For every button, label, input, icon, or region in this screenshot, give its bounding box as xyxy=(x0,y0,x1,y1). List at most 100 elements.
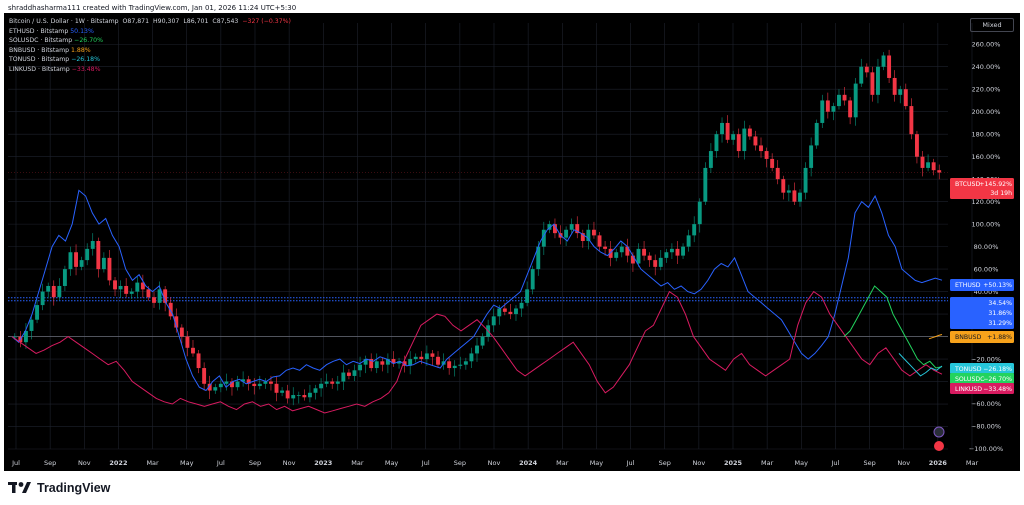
legend-low: L86,701 xyxy=(183,18,209,25)
btc-candle xyxy=(12,336,17,338)
btc-candle xyxy=(296,395,301,396)
price-label-btcusd xyxy=(950,178,1014,199)
legend-close: C87,543 xyxy=(212,18,239,25)
y-tick-label: 120.00% xyxy=(972,198,1001,206)
btc-candle xyxy=(313,388,318,393)
btc-candle xyxy=(630,255,635,264)
btc-candle xyxy=(519,302,524,309)
btc-candle xyxy=(653,260,658,267)
x-tick-label: 2022 xyxy=(109,459,127,467)
btc-candle xyxy=(413,356,418,360)
btc-candle xyxy=(753,136,758,146)
legend-main: Bitcoin / U.S. Dollar · 1W · Bitstamp O8… xyxy=(9,17,293,27)
legend-high: H90,307 xyxy=(153,18,180,25)
btc-candle xyxy=(931,162,936,171)
btc-candle xyxy=(564,229,569,238)
price-label-extra: 3d 19h xyxy=(990,190,1012,197)
price-label-name: SOLUSDC xyxy=(955,376,984,383)
btc-candle xyxy=(352,370,357,376)
btc-candle xyxy=(319,383,324,389)
btc-candle xyxy=(686,235,691,247)
btc-candle xyxy=(586,229,591,241)
btc-candle xyxy=(46,285,51,292)
x-tick-label: 2024 xyxy=(519,459,538,467)
btc-candle xyxy=(274,383,279,393)
btc-candle xyxy=(452,365,457,369)
btc-candle xyxy=(725,122,730,140)
y-tick-label: 40.00% xyxy=(974,288,999,296)
earnings-marker-icon xyxy=(934,441,944,451)
btc-candle xyxy=(140,282,145,290)
btc-candle xyxy=(469,353,474,362)
btc-candle xyxy=(541,229,546,247)
btc-candle xyxy=(903,89,908,107)
btc-candle xyxy=(257,383,262,387)
event-marker-icon xyxy=(933,426,945,438)
btc-candle xyxy=(502,308,507,312)
btc-candle xyxy=(196,353,201,369)
chart-header: shraddhasharma111 created with TradingVi… xyxy=(8,4,297,12)
btc-candle xyxy=(341,372,346,382)
x-tick-label: May xyxy=(590,459,604,467)
btc-candle xyxy=(330,381,335,384)
btc-candle xyxy=(263,381,268,384)
mixed-scale-button[interactable]: Mixed xyxy=(970,18,1014,32)
x-tick-label: May xyxy=(795,459,809,467)
brand-name: TradingView xyxy=(37,481,111,495)
btc-candle xyxy=(614,252,619,258)
btc-candle xyxy=(213,387,218,391)
btc-candle xyxy=(101,257,106,270)
btc-candle xyxy=(90,241,95,249)
btc-candle xyxy=(837,94,841,107)
legend-link-value: −33.48% xyxy=(71,65,101,73)
btc-candle xyxy=(803,167,808,193)
btc-candle xyxy=(669,248,674,253)
chart-frame[interactable]: 260.00% 240.00% 220.00% 200.00% 180.00% 160.0… xyxy=(4,13,1020,471)
btc-candle xyxy=(825,100,830,112)
price-label-ethusd xyxy=(950,279,1014,291)
btc-candle xyxy=(664,252,669,258)
x-tick-label: Nov xyxy=(488,459,501,467)
btc-candle xyxy=(658,257,663,267)
btc-candle xyxy=(608,248,613,258)
btc-candle xyxy=(820,100,825,123)
y-tick-label: 260.00% xyxy=(972,40,1001,48)
price-label-value: −33.48% xyxy=(983,386,1012,393)
btc-candle xyxy=(536,246,541,270)
price-label-eth-level-2 xyxy=(950,307,1014,319)
btc-candle xyxy=(51,285,56,298)
btc-candle xyxy=(40,291,45,306)
btc-candle xyxy=(480,336,485,346)
y-tick-label: 160.00% xyxy=(972,153,1001,161)
price-label-name: TONUSD xyxy=(954,366,982,373)
btc-candle xyxy=(569,224,574,230)
y-tick-label: 220.00% xyxy=(972,85,1001,93)
btc-candle xyxy=(57,285,62,298)
btc-candle xyxy=(692,224,697,236)
series-line-tonusd xyxy=(898,353,943,377)
btc-candle xyxy=(926,162,931,168)
legend-open: O87,871 xyxy=(122,18,150,25)
x-tick-label: Sep xyxy=(863,459,875,467)
btc-candle xyxy=(152,297,156,303)
chart-svg[interactable]: 260.00% 240.00% 220.00% 200.00% 180.00% 160.0… xyxy=(4,13,1020,471)
x-tick-label: Jul xyxy=(216,459,225,467)
btc-candle xyxy=(937,170,942,173)
btc-candle xyxy=(157,289,162,303)
price-label-value: 34.54% xyxy=(988,300,1012,307)
btc-candle xyxy=(402,361,407,366)
y-tick-label: −20.00% xyxy=(971,355,1001,363)
y-tick-label: 180.00% xyxy=(972,130,1001,138)
btc-candle xyxy=(591,229,596,236)
x-tick-label: Jul xyxy=(11,459,20,467)
btc-candle xyxy=(731,134,736,140)
legend-ton-value: −26.18% xyxy=(71,56,100,64)
btc-candle xyxy=(625,246,630,256)
btc-candle xyxy=(224,381,229,384)
legend-series-sol: SOLUSDC · Bitstamp −26.70% xyxy=(9,37,103,45)
legend-series-ton: TONUSD · Bitstamp −26.18% xyxy=(9,56,100,64)
btc-candle xyxy=(335,381,340,384)
x-tick-label: 2026 xyxy=(929,459,948,467)
legend-series-bnb: BNBUSD · Bitstamp 1.88% xyxy=(9,46,91,54)
btc-candle xyxy=(781,179,786,193)
